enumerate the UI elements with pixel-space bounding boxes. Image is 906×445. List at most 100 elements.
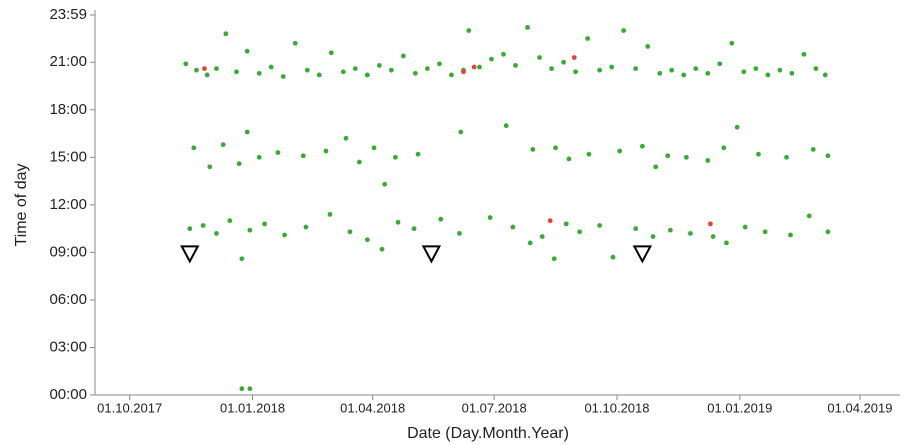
data-point bbox=[282, 232, 287, 238]
data-point bbox=[220, 142, 226, 148]
data-point bbox=[356, 159, 362, 165]
data-point bbox=[466, 28, 472, 33]
data-point bbox=[323, 148, 329, 154]
x-axis-label: Date (Day.Month.Year) bbox=[407, 425, 569, 442]
data-point bbox=[239, 256, 245, 262]
data-point bbox=[547, 218, 553, 224]
data-point bbox=[693, 66, 699, 72]
data-point bbox=[810, 147, 816, 152]
data-point bbox=[268, 64, 274, 70]
data-point bbox=[566, 156, 572, 162]
data-point bbox=[207, 164, 213, 170]
data-point bbox=[200, 223, 206, 228]
y-tick-label: 15:00 bbox=[49, 148, 87, 165]
marker-triangle bbox=[180, 245, 200, 264]
data-point bbox=[650, 234, 656, 239]
data-point bbox=[586, 151, 592, 157]
data-point bbox=[573, 69, 578, 75]
data-point bbox=[234, 69, 239, 75]
data-point bbox=[214, 66, 219, 72]
data-point bbox=[653, 164, 659, 170]
data-point bbox=[729, 40, 735, 46]
data-point bbox=[244, 129, 250, 135]
data-point bbox=[316, 72, 322, 78]
data-point bbox=[328, 50, 334, 56]
data-point bbox=[395, 219, 401, 225]
data-point bbox=[621, 28, 627, 33]
data-point bbox=[292, 40, 298, 46]
data-point bbox=[275, 150, 281, 155]
data-point bbox=[471, 64, 477, 70]
data-point bbox=[710, 234, 716, 239]
data-point bbox=[304, 67, 310, 73]
data-point bbox=[681, 72, 687, 78]
data-point bbox=[449, 72, 454, 78]
marker-triangle bbox=[632, 245, 653, 264]
data-point bbox=[236, 161, 242, 167]
data-point bbox=[530, 147, 536, 152]
data-point bbox=[563, 221, 569, 227]
data-point bbox=[379, 246, 385, 252]
data-point bbox=[765, 72, 771, 78]
data-point bbox=[717, 61, 723, 67]
data-point bbox=[262, 221, 267, 227]
data-point bbox=[376, 63, 382, 68]
data-point bbox=[388, 67, 394, 73]
data-point bbox=[280, 74, 286, 79]
data-point bbox=[539, 234, 545, 239]
data-point bbox=[364, 72, 370, 78]
data-point bbox=[244, 48, 250, 54]
y-tick-label: 00:00 bbox=[49, 386, 87, 403]
data-point bbox=[571, 55, 577, 60]
data-point bbox=[194, 67, 199, 73]
data-point bbox=[204, 72, 210, 78]
data-point bbox=[202, 66, 207, 72]
data-point bbox=[721, 145, 727, 151]
data-point bbox=[551, 256, 557, 262]
data-point bbox=[256, 70, 262, 76]
x-tick-label: 01.10.2017 bbox=[97, 400, 162, 415]
data-point bbox=[382, 181, 388, 187]
data-point bbox=[645, 44, 651, 49]
data-point bbox=[741, 69, 747, 75]
data-point bbox=[822, 72, 828, 78]
data-point bbox=[667, 227, 673, 233]
data-point bbox=[425, 66, 430, 72]
data-point bbox=[227, 218, 233, 224]
data-point bbox=[633, 226, 639, 232]
data-point bbox=[371, 145, 377, 151]
data-point bbox=[657, 70, 663, 76]
data-point bbox=[527, 240, 533, 246]
data-point bbox=[734, 124, 740, 130]
data-point bbox=[458, 129, 464, 135]
data-point bbox=[789, 70, 795, 76]
data-point bbox=[347, 229, 353, 235]
data-point bbox=[461, 69, 466, 75]
data-point bbox=[525, 25, 530, 30]
data-point bbox=[256, 154, 262, 160]
data-point bbox=[191, 145, 197, 151]
data-point bbox=[501, 51, 506, 57]
y-tick-label: 06:00 bbox=[49, 291, 87, 308]
y-tick-label: 03:00 bbox=[49, 338, 87, 355]
data-point bbox=[183, 61, 189, 67]
data-point bbox=[577, 229, 583, 235]
marker-triangle bbox=[421, 245, 442, 264]
data-point bbox=[437, 61, 442, 67]
data-point bbox=[340, 69, 346, 75]
data-point bbox=[537, 55, 542, 60]
data-point bbox=[753, 66, 759, 72]
data-point bbox=[327, 211, 333, 217]
data-point bbox=[585, 36, 591, 41]
data-point bbox=[247, 227, 253, 233]
data-point bbox=[513, 63, 518, 68]
data-point bbox=[825, 229, 831, 235]
y-axis-label: Time of day bbox=[13, 164, 30, 247]
x-tick-label: 01.10.2018 bbox=[584, 400, 649, 415]
data-point bbox=[825, 153, 831, 159]
data-point bbox=[415, 151, 421, 157]
data-point bbox=[784, 154, 789, 160]
data-point bbox=[400, 53, 406, 59]
data-point bbox=[610, 254, 616, 260]
